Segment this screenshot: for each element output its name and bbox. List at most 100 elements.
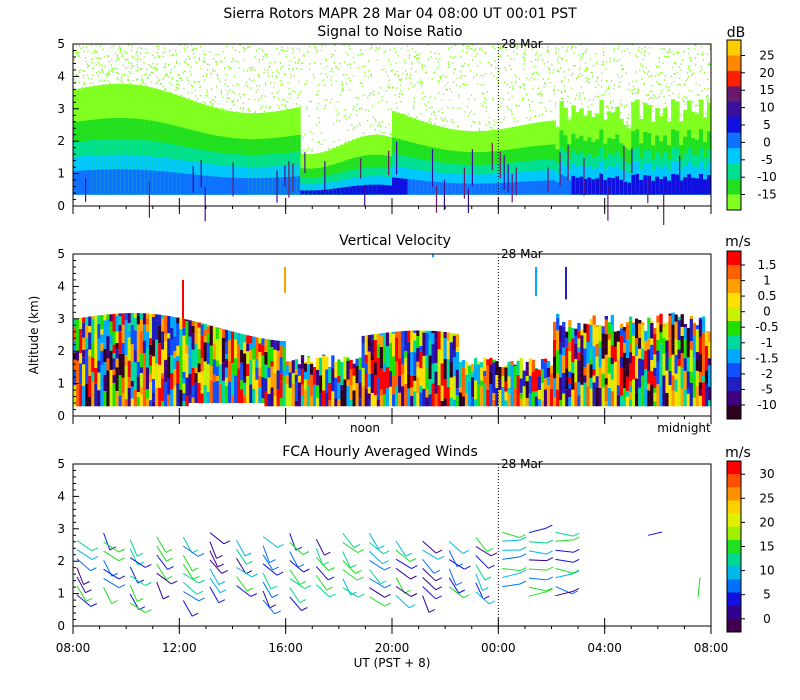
wind-barb — [182, 600, 193, 617]
wind-barb-flag — [137, 561, 145, 566]
colorbar-2-swatch — [727, 307, 741, 322]
wind-barb — [236, 539, 246, 557]
cbar-1-unit: dB — [727, 25, 746, 41]
wind-barb-flag — [435, 577, 442, 582]
colorbar-3-swatch — [727, 566, 741, 580]
wind-barb — [156, 563, 167, 580]
wind-barb-flag — [520, 536, 527, 541]
wind-barb-flag — [193, 575, 200, 580]
wind-barb-flag — [162, 595, 170, 600]
wind-barb — [315, 575, 328, 591]
cbar-2-unit: m/s — [725, 234, 751, 250]
wind-barb-flag — [328, 567, 335, 571]
wind-barb-flag — [91, 547, 99, 552]
wind-barb-flag — [546, 587, 553, 592]
wind-barb-flag — [274, 610, 281, 615]
wind-barb — [289, 578, 306, 589]
snr-field — [73, 44, 712, 225]
wind-barb — [76, 594, 92, 607]
wind-barb — [528, 577, 547, 581]
colorbar-2-tick-label: -2 — [761, 367, 773, 381]
wind-barb-flag — [378, 545, 385, 550]
panel-3-ytick-label: 1 — [57, 587, 65, 601]
wind-barb-flag — [327, 576, 335, 581]
wind-barb-flag — [145, 563, 152, 568]
wind-barb-flag — [519, 580, 527, 585]
wind-barb — [262, 581, 273, 598]
wind-barb-flag — [145, 582, 152, 586]
wind-barb — [236, 558, 247, 574]
wind-barb — [182, 563, 194, 580]
panel-2-ytick-label: 5 — [57, 247, 65, 261]
wind-barb — [103, 541, 119, 553]
wind-barb — [555, 568, 574, 574]
wind-barb — [555, 549, 574, 553]
wind-barb-flag — [435, 595, 442, 600]
wind-barb-flag — [301, 607, 308, 611]
colorbar-3-swatch — [727, 539, 741, 554]
colorbar-2-swatch — [727, 293, 741, 308]
wind-barb — [422, 549, 439, 560]
wind-barb-flag — [382, 550, 390, 555]
wind-barb-flag — [218, 599, 226, 604]
colorbar-1-tick-label: 0 — [763, 135, 771, 149]
wind-barb-flag — [572, 532, 580, 537]
panel-3-title: FCA Hourly Averaged Winds — [282, 444, 478, 460]
colorbar-1-tick-label: 10 — [759, 101, 774, 115]
wind-barb-flag — [277, 543, 284, 548]
wind-barb-flag — [458, 589, 466, 594]
wind-barb — [395, 540, 407, 557]
wind-barb-flag — [118, 548, 125, 553]
wind-barb — [236, 576, 248, 592]
wind-barb — [448, 586, 464, 599]
wind-barb-flag — [302, 551, 310, 555]
wind-barb-flag — [304, 584, 312, 589]
wind-barb-flag — [91, 556, 99, 561]
wind-barb-flag — [245, 570, 253, 575]
wind-barb — [342, 532, 355, 548]
wind-barb — [209, 559, 223, 574]
wind-barb — [475, 582, 484, 600]
colorbar-1-tick-label: 20 — [759, 66, 774, 80]
wind-barb — [76, 567, 84, 585]
colorbar-3-swatch — [727, 461, 741, 475]
wind-barb — [342, 560, 356, 574]
wind-barb — [156, 582, 164, 600]
colorbar-3-tick-label: 0 — [763, 612, 771, 626]
wind-barb-flag — [435, 586, 443, 591]
colorbar-3-tick-label: 5 — [763, 588, 771, 602]
wind-barb-flag — [170, 580, 178, 585]
xtick-label: 16:00 — [268, 641, 303, 655]
wind-barb-flag — [299, 580, 307, 585]
wind-barb-flag — [571, 590, 579, 595]
wind-barb — [422, 595, 430, 613]
wind-barb — [342, 541, 358, 554]
wind-barb — [289, 551, 299, 568]
wind-barb-flag — [246, 560, 253, 565]
colorbar-3-tick-label: 30 — [759, 467, 774, 481]
wind-barb-flag — [546, 566, 554, 571]
wind-barb-flag — [198, 579, 205, 584]
wind-barb-flag — [546, 576, 554, 581]
wind-barb-flag — [192, 567, 199, 572]
wind-barb — [368, 532, 379, 549]
panel-2-ytick-label: 2 — [57, 344, 65, 358]
wind-barb — [182, 582, 198, 595]
wind-barb-flag — [223, 540, 231, 545]
wind-barb — [647, 531, 663, 536]
wind-barb — [289, 569, 301, 585]
wind-barb — [183, 545, 199, 557]
xtick-label: 08:00 — [56, 641, 91, 655]
wind-barb-flag — [326, 586, 333, 591]
wind-barb-flag — [519, 567, 527, 572]
wind-barb — [422, 568, 436, 582]
colorbar-2-tick-label: 0 — [763, 305, 771, 319]
wind-barb-flag — [408, 604, 416, 609]
wind-barb-flag — [384, 584, 392, 589]
wind-barb — [156, 554, 169, 570]
colorbar-1-tick-label: 5 — [763, 118, 771, 132]
wind-barb — [528, 568, 547, 571]
colorbar-3-swatch — [727, 526, 741, 541]
colorbar-1-tick-label: -5 — [761, 153, 773, 167]
colorbar-1-swatch — [727, 148, 741, 165]
